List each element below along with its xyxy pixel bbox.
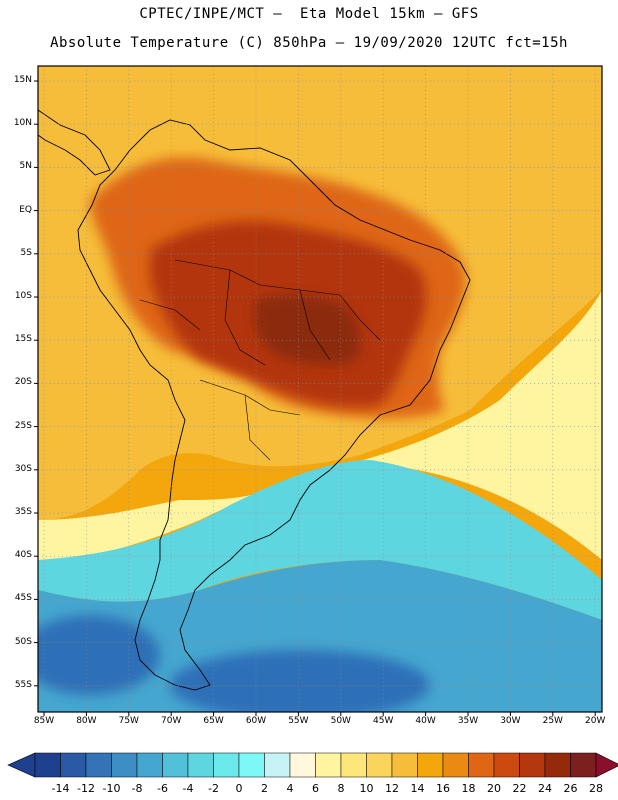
lat-label: 25S	[14, 420, 32, 431]
colorbar-swatch	[340, 752, 367, 778]
lat-label: 15S	[14, 334, 32, 345]
country-borders	[139, 259, 381, 461]
lat-label: 45S	[14, 593, 32, 604]
colorbar-swatch	[544, 752, 571, 778]
cyan-region	[38, 460, 602, 620]
colorbar-tick-label: -6	[157, 782, 168, 795]
colorbar-swatch	[213, 752, 240, 778]
colorbar-tick-label: 20	[487, 782, 501, 795]
colorbar-tick-label: -2	[208, 782, 219, 795]
colorbar-tick-label: 6	[312, 782, 319, 795]
colorbar-tick-label: 18	[461, 782, 476, 795]
colorbar-tick-label: 12	[385, 782, 399, 795]
lon-label: 30W	[500, 716, 521, 726]
lon-label: 70W	[161, 716, 182, 726]
colorbar-swatch	[162, 752, 189, 778]
lon-label: 55W	[288, 716, 309, 726]
colorbar-swatch	[85, 752, 112, 778]
colorbar-swatch	[111, 752, 138, 778]
colorbar-tick-label: -10	[102, 782, 121, 795]
pale-yellow-region	[38, 290, 602, 560]
continent-outline	[37, 109, 471, 691]
colorbar-tick-label: -4	[182, 782, 194, 795]
colorbar-swatch	[366, 752, 393, 778]
colorbar-min-arrow	[7, 752, 36, 778]
land-core-region	[253, 294, 361, 365]
axis-ticks	[34, 80, 596, 716]
lat-label: 40S	[14, 550, 32, 561]
lat-label: 10S	[14, 291, 32, 301]
map-title-line-2: Absolute Temperature (C) 850hPa – 19/09/…	[50, 35, 568, 51]
lat-label: 5N	[19, 161, 32, 172]
colorbar-swatch	[238, 752, 265, 778]
colorbar-swatch	[391, 752, 418, 778]
colorbar-swatch	[519, 752, 546, 778]
colorbar-swatch	[493, 752, 520, 778]
colorbar-swatch	[417, 752, 444, 778]
lat-label: 20S	[14, 377, 32, 388]
lon-label: 25W	[542, 716, 563, 726]
colorbar-swatch	[570, 752, 597, 778]
lat-label: EQ	[19, 204, 32, 215]
lon-label: 85W	[33, 716, 55, 726]
colorbar-swatch	[315, 752, 342, 778]
colorbar-tick-label: 8	[337, 782, 345, 795]
colorbar-swatch	[442, 752, 469, 778]
colorbar-max-arrow	[595, 752, 618, 778]
colorbar-swatch	[187, 752, 214, 778]
lat-label: 15N	[13, 75, 32, 85]
deep-blue-region	[38, 615, 160, 695]
lon-label: 40W	[415, 716, 436, 726]
central-america-coastline	[37, 109, 111, 176]
lon-label: 75W	[118, 716, 139, 726]
lon-label: 35W	[457, 716, 479, 726]
deep-blue-region	[170, 650, 430, 712]
lat-label: 50S	[14, 636, 32, 647]
colorbar-tick-label: 2	[261, 782, 268, 795]
colorbar-swatch	[264, 752, 291, 778]
south-america-coastline	[77, 119, 471, 691]
colorbar-tick-label: -14	[51, 782, 70, 795]
colorbar-tick-label: -8	[131, 782, 143, 795]
colorbar-swatch	[468, 752, 495, 778]
colorbar	[7, 752, 618, 778]
lon-label: 20W	[585, 716, 606, 726]
map-title-line-1: CPTEC/INPE/MCT – Eta Model 15km – GFS	[139, 6, 479, 22]
colorbar-swatch	[289, 752, 316, 778]
colorbar-tick-label: 28	[589, 782, 603, 795]
lon-label: 65W	[203, 716, 224, 726]
lat-label: 55S	[14, 679, 32, 690]
lat-label: 5S	[20, 247, 32, 258]
lon-label: 60W	[245, 716, 267, 726]
colorbar-tick-label: 10	[359, 782, 374, 795]
colorbar-tick-label: 24	[538, 782, 552, 795]
colorbar-tick-label: -12	[77, 782, 95, 795]
colorbar-tick-label: 16	[436, 782, 450, 795]
colorbar-tick-label: 26	[563, 782, 578, 795]
map-frame	[37, 65, 603, 713]
colorbar-tick-label: 4	[286, 782, 294, 795]
colorbar-tick-label: 14	[410, 782, 425, 795]
colorbar-tick-label: 22	[512, 782, 527, 795]
lat-label: 35S	[14, 507, 32, 517]
lon-label: 45W	[373, 716, 394, 726]
lat-label: 10N	[13, 118, 32, 129]
lon-label: 80W	[76, 716, 97, 726]
lat-label: 30S	[14, 463, 32, 474]
colorbar-swatch	[34, 752, 61, 778]
colorbar-tick-label: 0	[235, 782, 243, 795]
lon-label: 50W	[330, 716, 351, 726]
map-field	[38, 66, 602, 712]
colorbar-swatch	[136, 752, 163, 778]
colorbar-swatch	[60, 752, 87, 778]
